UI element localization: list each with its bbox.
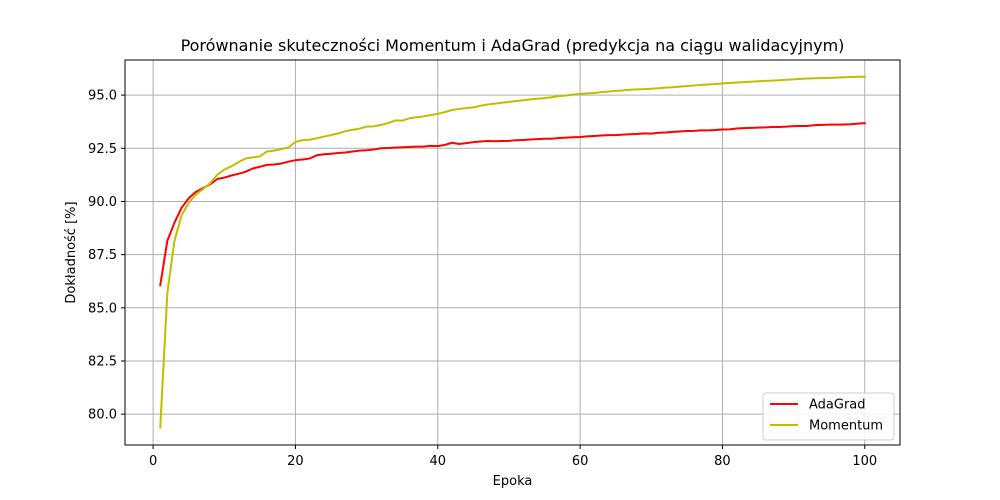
x-tick-label: 80 — [714, 454, 731, 469]
y-axis-label: Dokładność [%] — [64, 201, 79, 303]
legend: AdaGrad Momentum — [762, 392, 895, 441]
legend-label-adagrad: AdaGrad — [809, 398, 866, 413]
y-tick-label: 92.5 — [88, 142, 117, 157]
series-line-momentum — [159, 75, 866, 429]
x-tick-label: 100 — [852, 454, 877, 469]
x-tick-label: 60 — [572, 454, 589, 469]
x-tick-label: 40 — [430, 454, 447, 469]
x-tick-label: 0 — [149, 454, 157, 469]
y-tick-label: 90.0 — [88, 195, 117, 210]
y-tick-label: 82.5 — [88, 354, 117, 369]
x-axis-label: Epoka — [493, 474, 533, 489]
series-line-adagrad — [159, 122, 866, 287]
x-axis-ticks: 0 20 40 60 80 100 — [149, 445, 877, 469]
x-tick-label: 20 — [287, 454, 304, 469]
chart-title: Porównanie skuteczności Momentum i AdaGr… — [181, 36, 845, 55]
y-tick-label: 80.0 — [88, 408, 117, 423]
plot-area-frame — [124, 59, 901, 446]
y-tick-label: 95.0 — [88, 89, 117, 104]
y-axis-ticks: 80.0 82.5 85.0 87.5 90.0 92.5 95.0 — [88, 89, 125, 423]
y-tick-label: 85.0 — [88, 301, 117, 316]
series-lines — [159, 75, 866, 429]
y-tick-label: 87.5 — [88, 248, 117, 263]
legend-label-momentum: Momentum — [809, 419, 883, 434]
